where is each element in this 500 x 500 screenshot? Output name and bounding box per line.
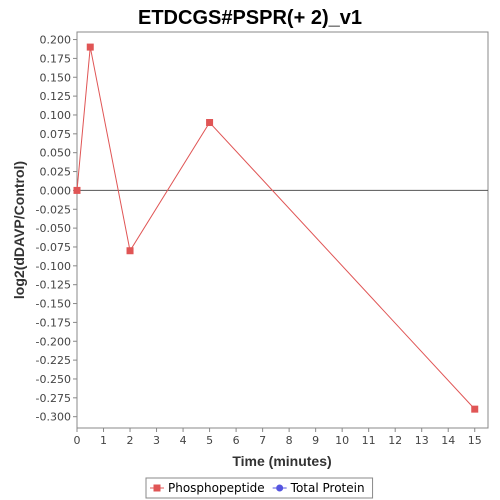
x-tick-label: 11 <box>362 434 376 447</box>
x-tick-label: 8 <box>286 434 293 447</box>
data-point <box>206 119 214 127</box>
chart-title: ETDCGS#PSPR(+ 2)_v1 <box>138 7 362 29</box>
data-point <box>126 247 134 255</box>
y-tick-label: 0.150 <box>40 71 72 84</box>
y-tick-label: 0.175 <box>40 52 72 65</box>
y-tick-label: 0.025 <box>40 166 72 179</box>
x-tick-label: 13 <box>415 434 429 447</box>
y-tick-label: 0.200 <box>40 34 72 47</box>
series-layer <box>73 43 479 413</box>
x-tick-label: 6 <box>233 434 240 447</box>
x-tick-label: 7 <box>259 434 266 447</box>
legend-label: Total Protein <box>290 481 365 495</box>
y-tick-label: 0.000 <box>40 184 72 197</box>
y-tick-label: -0.250 <box>36 373 71 386</box>
x-tick-label: 4 <box>180 434 187 447</box>
x-tick-label: 10 <box>335 434 349 447</box>
y-tick-label: -0.200 <box>36 335 71 348</box>
y-tick-label: 0.125 <box>40 90 72 103</box>
y-tick-label: 0.050 <box>40 147 72 160</box>
x-tick-label: 12 <box>388 434 402 447</box>
legend: Phosphopeptide Total Protein <box>145 477 374 499</box>
legend-marker <box>153 484 161 492</box>
y-tick-label: -0.050 <box>36 222 71 235</box>
y-tick-label: -0.075 <box>36 241 71 254</box>
y-axis-label: log2(dDAVP/Control) <box>11 161 27 299</box>
y-tick-label: -0.175 <box>36 316 71 329</box>
y-tick-label: 0.075 <box>40 128 72 141</box>
legend-box <box>145 477 374 499</box>
x-tick-label: 2 <box>127 434 134 447</box>
y-tick-label: -0.150 <box>36 298 71 311</box>
y-tick-label: -0.125 <box>36 279 71 292</box>
x-tick-label: 9 <box>312 434 319 447</box>
x-axis: 0 1 2 3 4 5 6 7 8 9 10 11 12 13 14 15 <box>74 428 482 447</box>
data-point <box>86 43 94 51</box>
y-tick-label: -0.225 <box>36 354 71 367</box>
x-axis-label: Time (minutes) <box>232 453 331 469</box>
legend-label: Phosphopeptide <box>168 481 265 495</box>
y-tick-label: -0.275 <box>36 392 71 405</box>
x-tick-label: 3 <box>153 434 160 447</box>
y-axis: 0.200 0.175 0.150 0.125 0.100 0.075 0.050 0.025… <box>36 34 77 424</box>
data-point <box>471 405 479 413</box>
plot-area <box>76 31 489 429</box>
y-tick-label: -0.100 <box>36 260 71 273</box>
x-tick-label: 14 <box>441 434 455 447</box>
legend-marker <box>276 484 284 492</box>
x-tick-label: 5 <box>206 434 213 447</box>
x-tick-label: 0 <box>74 434 81 447</box>
x-tick-label: 1 <box>100 434 107 447</box>
data-point <box>73 186 81 194</box>
y-tick-label: 0.100 <box>40 109 72 122</box>
y-tick-label: -0.300 <box>36 411 71 424</box>
x-tick-label: 15 <box>468 434 482 447</box>
y-tick-label: -0.025 <box>36 203 71 216</box>
